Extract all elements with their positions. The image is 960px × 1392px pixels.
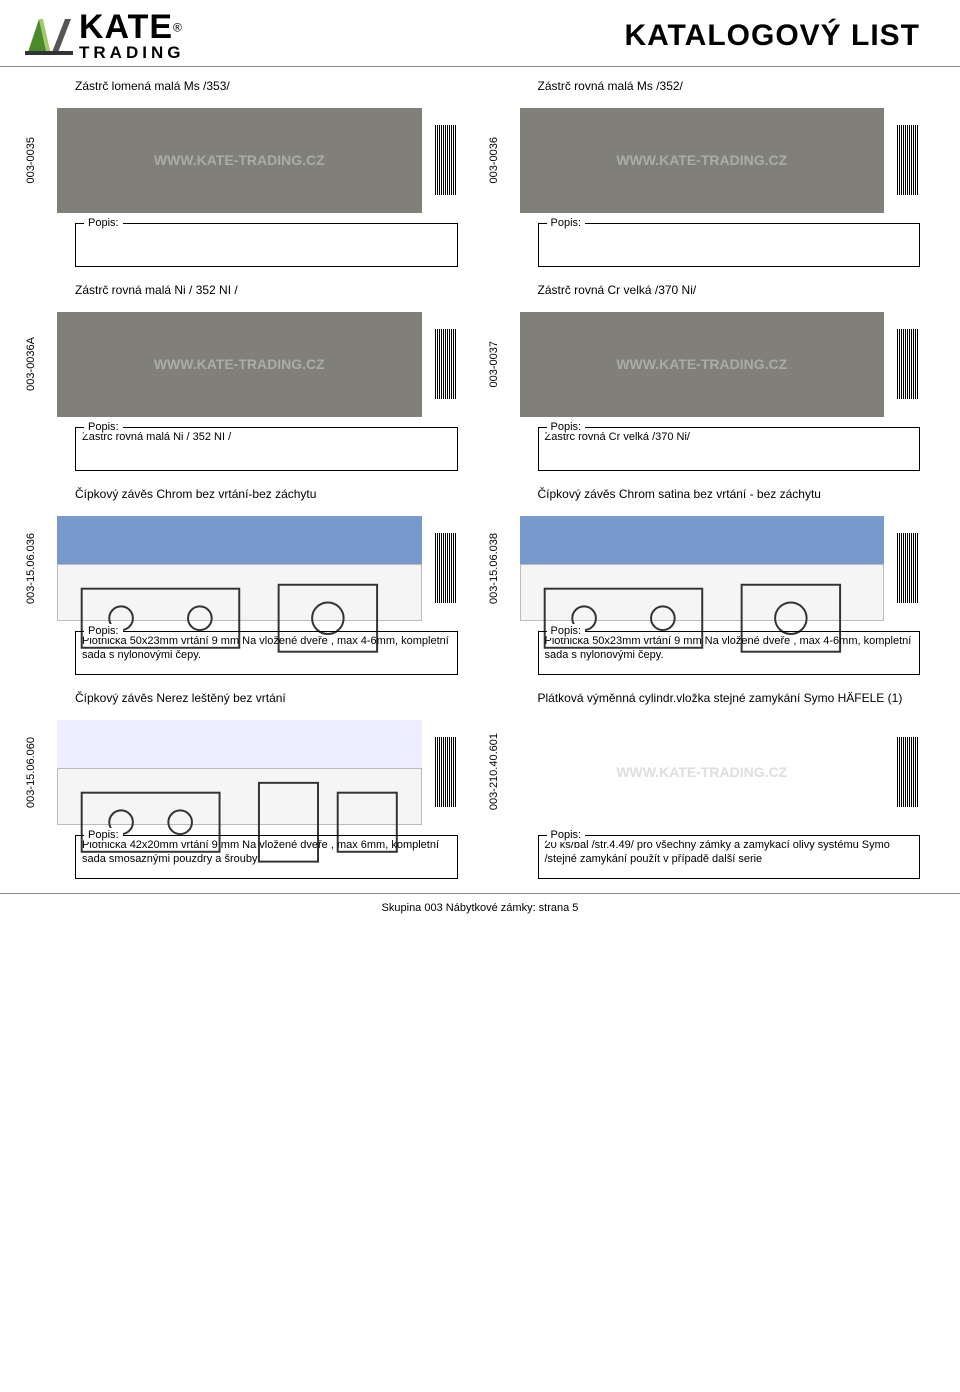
reg-mark: ® <box>173 21 182 35</box>
product-media-row: 003-15.06.060 <box>25 717 458 827</box>
product-media-row: 003-0036 WWW.KATE-TRADING.CZ <box>488 105 921 215</box>
catalog-item: Zástrč lomená malá Ms /353/ 003-0035 WWW… <box>25 73 458 271</box>
description-box: Popis: <box>75 223 458 267</box>
item-title: Zástrč lomená malá Ms /353/ <box>75 79 458 93</box>
item-title: Čípkový závěs Nerez leštěný bez vrtání <box>75 691 458 705</box>
catalog-item: Čípkový závěs Nerez leštěný bez vrtání 0… <box>25 685 458 883</box>
item-title: Čípkový závěs Chrom bez vrtání-bez záchy… <box>75 487 458 501</box>
product-image <box>520 516 885 621</box>
product-media-row: 003-0035 WWW.KATE-TRADING.CZ <box>25 105 458 215</box>
product-image: WWW.KATE-TRADING.CZ <box>520 108 885 213</box>
description-label: Popis: <box>84 624 123 638</box>
product-media-row: 003-0037 WWW.KATE-TRADING.CZ <box>488 309 921 419</box>
catalog-item: Plátková výměnná cylindr.vložka stejné z… <box>488 685 921 883</box>
barcode-icon <box>434 125 458 195</box>
description-box: Popis: <box>538 223 921 267</box>
description-label: Popis: <box>84 216 123 230</box>
barcode-icon <box>434 737 458 807</box>
product-media-row: 003-0036A WWW.KATE-TRADING.CZ <box>25 309 458 419</box>
catalog-item: Zástrč rovná malá Ni / 352 NI / 003-0036… <box>25 277 458 475</box>
watermark: WWW.KATE-TRADING.CZ <box>616 764 787 780</box>
catalog-item: Zástrč rovná Cr velká /370 Ni/ 003-0037 … <box>488 277 921 475</box>
product-media-row: 003-15.06.036 <box>25 513 458 623</box>
item-title: Plátková výměnná cylindr.vložka stejné z… <box>538 691 921 705</box>
item-title: Zástrč rovná malá Ni / 352 NI / <box>75 283 458 297</box>
barcode-icon <box>434 533 458 603</box>
content: Zástrč lomená malá Ms /353/ 003-0035 WWW… <box>0 73 960 883</box>
page-title: KATALOGOVÝ LIST <box>624 19 920 53</box>
description-box: Popis: Plotnička 50x23mm vrtání 9 mm Na … <box>75 631 458 675</box>
item-title: Zástrč rovná malá Ms /352/ <box>538 79 921 93</box>
barcode-icon <box>896 533 920 603</box>
description-text: Plotnička 50x23mm vrtání 9 mm Na vložené… <box>545 635 912 661</box>
item-title: Čípkový závěs Chrom satina bez vrtání - … <box>538 487 921 501</box>
barcode-icon <box>896 125 920 195</box>
sku-code: 003-0035 <box>25 137 45 184</box>
description-box: Popis: 20 ks/bal /str.4.49/ pro všechny … <box>538 835 921 879</box>
catalog-item: Čípkový závěs Chrom satina bez vrtání - … <box>488 481 921 679</box>
catalog-item: Zástrč rovná malá Ms /352/ 003-0036 WWW.… <box>488 73 921 271</box>
item-title: Zástrč rovná Cr velká /370 Ni/ <box>538 283 921 297</box>
barcode-icon <box>896 329 920 399</box>
product-image: WWW.KATE-TRADING.CZ <box>520 312 885 417</box>
product-image: WWW.KATE-TRADING.CZ <box>520 720 885 825</box>
logo: KATE® TRADING <box>25 10 184 61</box>
description-label: Popis: <box>547 828 586 842</box>
page-header: KATE® TRADING KATALOGOVÝ LIST <box>0 0 960 67</box>
description-label: Popis: <box>84 420 123 434</box>
barcode-icon <box>434 329 458 399</box>
watermark: WWW.KATE-TRADING.CZ <box>154 356 325 372</box>
sku-code: 003-0036 <box>488 137 508 184</box>
catalog-row: Čípkový závěs Nerez leštěný bez vrtání 0… <box>25 685 920 883</box>
catalog-row: Zástrč rovná malá Ni / 352 NI / 003-0036… <box>25 277 920 475</box>
description-label: Popis: <box>84 828 123 842</box>
watermark: WWW.KATE-TRADING.CZ <box>154 152 325 168</box>
description-label: Popis: <box>547 624 586 638</box>
description-text: Plotnička 42x20mm vrtání 9 mm Na vložené… <box>82 839 439 865</box>
description-label: Popis: <box>547 216 586 230</box>
watermark: WWW.KATE-TRADING.CZ <box>616 152 787 168</box>
product-media-row: 003-15.06.038 <box>488 513 921 623</box>
sku-code: 003-0037 <box>488 341 508 388</box>
description-box: Popis: Zástrč rovná Cr velká /370 Ni/ <box>538 427 921 471</box>
catalog-item: Čípkový závěs Chrom bez vrtání-bez záchy… <box>25 481 458 679</box>
description-box: Popis: Zástrč rovná malá Ni / 352 NI / <box>75 427 458 471</box>
sku-code: 003-0036A <box>25 337 45 391</box>
description-text: Plotnička 50x23mm vrtání 9 mm Na vložené… <box>82 635 449 661</box>
catalog-row: Čípkový závěs Chrom bez vrtání-bez záchy… <box>25 481 920 679</box>
watermark: WWW.KATE-TRADING.CZ <box>616 356 787 372</box>
sku-code: 003-210.40.601 <box>488 733 508 810</box>
barcode-icon <box>896 737 920 807</box>
sku-code: 003-15.06.038 <box>488 533 508 604</box>
product-image: WWW.KATE-TRADING.CZ <box>57 312 422 417</box>
product-media-row: 003-210.40.601 WWW.KATE-TRADING.CZ <box>488 717 921 827</box>
description-text: 20 ks/bal /str.4.49/ pro všechny zámky a… <box>545 839 890 865</box>
sku-code: 003-15.06.036 <box>25 533 45 604</box>
product-image: WWW.KATE-TRADING.CZ <box>57 108 422 213</box>
description-box: Popis: Plotnička 50x23mm vrtání 9 mm Na … <box>538 631 921 675</box>
logo-icon <box>25 15 73 57</box>
description-label: Popis: <box>547 420 586 434</box>
product-image <box>57 516 422 621</box>
catalog-row: Zástrč lomená malá Ms /353/ 003-0035 WWW… <box>25 73 920 271</box>
product-image <box>57 720 422 825</box>
page-footer: Skupina 003 Nábytkové zámky: strana 5 <box>0 893 960 926</box>
sku-code: 003-15.06.060 <box>25 737 45 808</box>
description-box: Popis: Plotnička 42x20mm vrtání 9 mm Na … <box>75 835 458 879</box>
brand-top: KATE <box>79 8 173 46</box>
logo-text: KATE® TRADING <box>79 10 184 61</box>
brand-bottom: TRADING <box>79 44 184 61</box>
